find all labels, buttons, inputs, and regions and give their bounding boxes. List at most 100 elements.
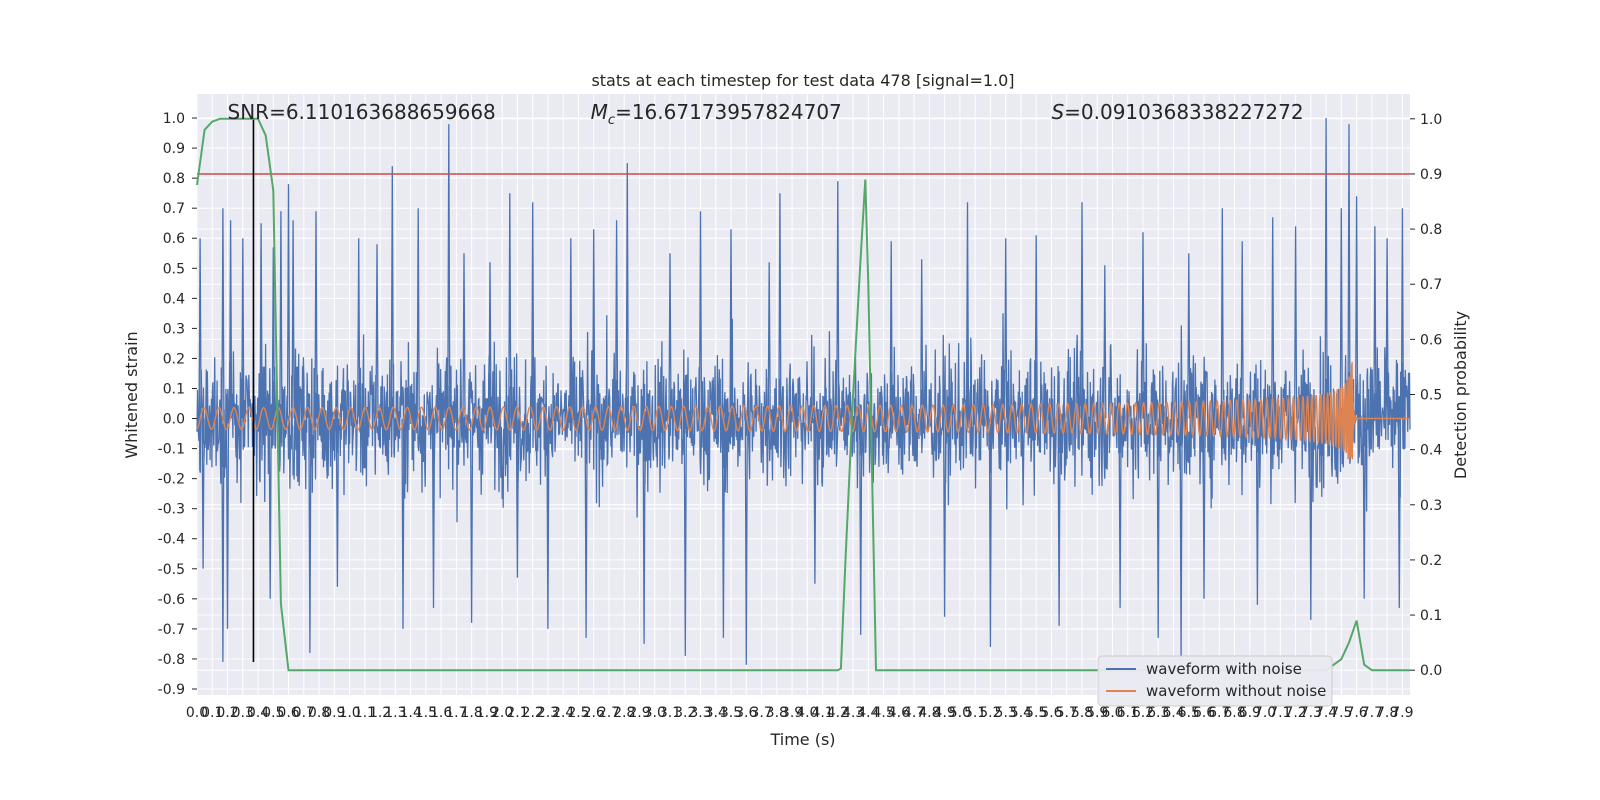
x-tick-label: 5.4	[1010, 705, 1032, 721]
x-tick-label: 3.1	[659, 705, 681, 721]
x-tick-label: 7.0	[1254, 705, 1276, 721]
annotation-text: Mc=16.67173957824707	[591, 100, 842, 128]
x-tick-label: 6.2	[1132, 705, 1154, 721]
y-tick-label-left: 0.0	[163, 412, 185, 428]
x-tick-label: 1.6	[430, 705, 452, 721]
x-tick-label: 2.4	[552, 705, 574, 721]
x-tick-label: 1.2	[369, 705, 391, 721]
x-tick-label: 2.9	[628, 705, 650, 721]
x-tick-label: 6.6	[1193, 705, 1215, 721]
x-tick-label: 7.6	[1345, 705, 1367, 721]
y-tick-label-left: -0.6	[158, 592, 185, 608]
y-tick-label-left: -0.9	[158, 682, 185, 698]
chart-title: stats at each timestep for test data 478…	[591, 71, 1014, 90]
y-tick-label-right: 0.5	[1420, 388, 1442, 404]
y-tick-label-left: 0.2	[163, 351, 185, 367]
legend-label-clean: waveform without noise	[1146, 682, 1326, 700]
y-axis-title-right: Detection probability	[1451, 311, 1470, 479]
x-tick-label: 5.9	[1086, 705, 1108, 721]
y-tick-label-left: 0.9	[163, 141, 185, 157]
x-tick-label: 0.2	[216, 705, 238, 721]
x-tick-label: 5.1	[964, 705, 986, 721]
legend-box	[1097, 655, 1333, 707]
x-tick-label: 1.5	[415, 705, 437, 721]
x-tick-label: 4.1	[811, 705, 833, 721]
x-tick-label: 0.4	[247, 705, 269, 721]
x-tick-label: 0.9	[323, 705, 345, 721]
x-tick-label: 4.0	[796, 705, 818, 721]
x-tick-label: 3.0	[644, 705, 666, 721]
y-tick-label-right: 0.1	[1420, 608, 1442, 624]
x-tick-label: 0.5	[262, 705, 284, 721]
x-tick-label: 5.0	[949, 705, 971, 721]
x-tick-label: 7.2	[1284, 705, 1306, 721]
x-axis-title: Time (s)	[769, 730, 835, 749]
y-tick-label-left: -0.2	[158, 472, 185, 488]
y-tick-label-left: 0.3	[163, 321, 185, 337]
x-tick-label: 4.2	[827, 705, 849, 721]
x-tick-label: 2.0	[491, 705, 513, 721]
y-tick-label-left: -0.5	[158, 562, 185, 578]
x-tick-label: 4.3	[842, 705, 864, 721]
y-tick-label-left: 1.0	[163, 111, 185, 127]
y-tick-label-left: 0.8	[163, 171, 185, 187]
overlay-lines	[197, 118, 1410, 662]
x-tick-label: 2.6	[583, 705, 605, 721]
x-tick-label: 1.7	[445, 705, 467, 721]
series-waveform-without-noise	[196, 362, 1410, 461]
x-tick-label: 0.1	[201, 705, 223, 721]
x-tick-label: 6.4	[1162, 705, 1184, 721]
y-tick-label-left: 0.5	[163, 261, 185, 277]
x-tick-label: 5.8	[1071, 705, 1093, 721]
x-tick-label: 3.8	[766, 705, 788, 721]
x-tick-label: 4.8	[918, 705, 940, 721]
y-tick-label-right: 0.7	[1420, 277, 1442, 293]
x-tick-label: 5.3	[995, 705, 1017, 721]
x-tick-label: 6.5	[1178, 705, 1200, 721]
x-tick-label: 6.7	[1208, 705, 1230, 721]
x-tick-label: 0.0	[186, 705, 208, 721]
x-tick-label: 4.7	[903, 705, 925, 721]
y-tick-label-left: 0.6	[163, 231, 185, 247]
x-tick-label: 4.5	[872, 705, 894, 721]
x-tick-label: 3.7	[750, 705, 772, 721]
x-tick-label: 5.6	[1040, 705, 1062, 721]
x-tick-label: 3.2	[674, 705, 696, 721]
x-tick-label: 1.8	[461, 705, 483, 721]
x-tick-label: 0.7	[293, 705, 315, 721]
x-tick-label: 2.3	[537, 705, 559, 721]
x-tick-label: 5.5	[1025, 705, 1047, 721]
legend: waveform with noise waveform without noi…	[1097, 655, 1333, 707]
x-tick-label: 2.2	[522, 705, 544, 721]
y-tick-label-right: 0.9	[1420, 167, 1442, 183]
y-tick-label-right: 0.2	[1420, 553, 1442, 569]
x-tick-label: 0.6	[277, 705, 299, 721]
y-tick-label-right: 1.0	[1420, 112, 1442, 128]
y-tick-label-left: -0.7	[158, 622, 185, 638]
annotation-text: SNR=6.110163688659668	[228, 100, 496, 124]
x-tick-label: 6.8	[1223, 705, 1245, 721]
x-tick-label: 7.3	[1300, 705, 1322, 721]
annotation-text: S=0.0910368338227272	[1051, 100, 1303, 124]
legend-label-noise: waveform with noise	[1146, 660, 1302, 678]
x-tick-label: 5.2	[979, 705, 1001, 721]
x-tick-label: 0.3	[232, 705, 254, 721]
annotations: SNR=6.110163688659668 Mc=16.6717395782470…	[228, 100, 1304, 128]
y-tick-label-right: 0.4	[1420, 443, 1442, 459]
y-axis-title-left: Whitened strain	[122, 331, 141, 458]
x-tick-label: 7.1	[1269, 705, 1291, 721]
x-tick-label: 1.0	[338, 705, 360, 721]
x-tick-label: 3.9	[781, 705, 803, 721]
y-tick-label-left: 0.4	[163, 291, 185, 307]
y-tick-label-left: 0.1	[163, 381, 185, 397]
x-tick-label: 1.4	[399, 705, 421, 721]
x-tick-label: 1.1	[354, 705, 376, 721]
x-tick-label: 6.3	[1147, 705, 1169, 721]
y-tick-label-right: 0.3	[1420, 498, 1442, 514]
x-tick-label: 1.9	[476, 705, 498, 721]
x-tick-label: 2.1	[506, 705, 528, 721]
clean-waveform-line	[196, 362, 1410, 461]
y-tick-label-left: -0.3	[158, 502, 185, 518]
x-tick-label: 3.4	[705, 705, 727, 721]
